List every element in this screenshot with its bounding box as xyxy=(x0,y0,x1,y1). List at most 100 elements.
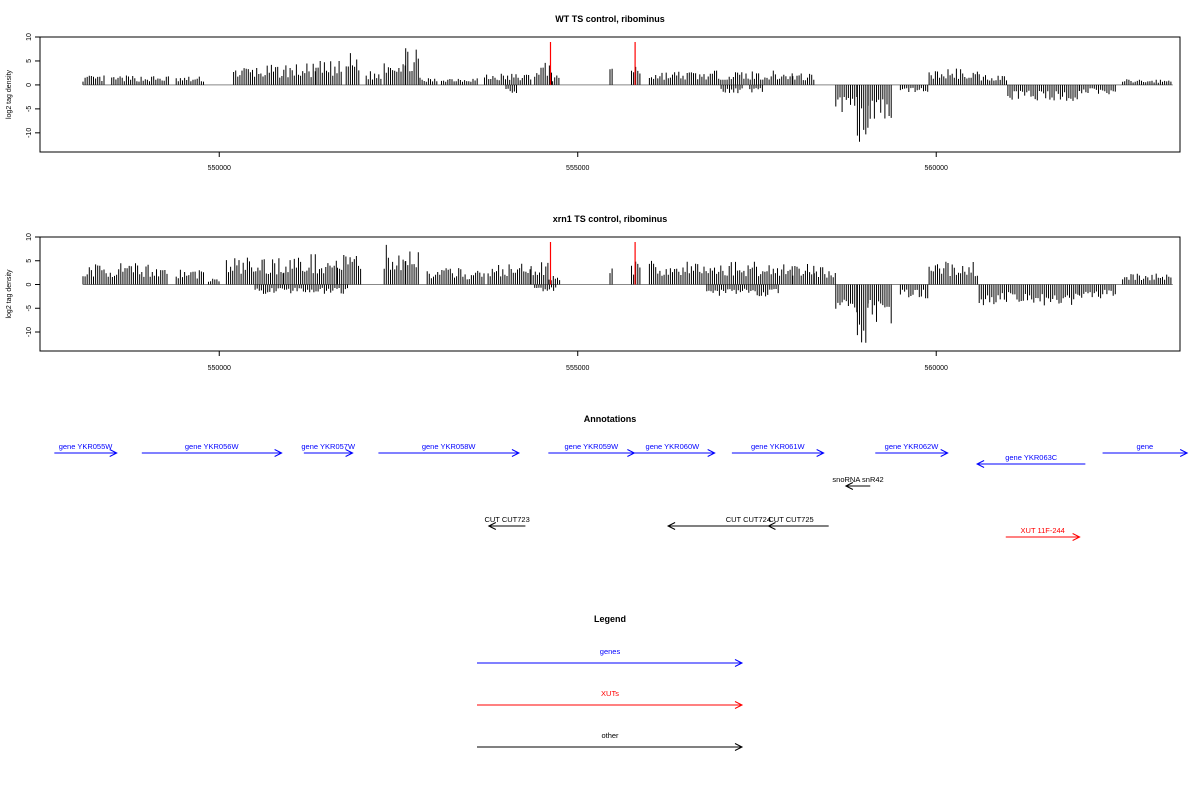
feature-gene-ykr057w-label: gene YKR057W xyxy=(301,442,356,451)
legend-genes-label: genes xyxy=(600,647,621,656)
track1-density-segment-7 xyxy=(365,71,382,85)
track2-y-tick-label: -5 xyxy=(26,305,33,311)
track1-density-segment-11 xyxy=(441,78,478,85)
track2-density-segment-1 xyxy=(175,269,204,285)
track2-density-segment-5 xyxy=(337,255,362,285)
track2-density-segment-21 xyxy=(835,284,858,313)
track2-density-segment-2 xyxy=(208,278,220,285)
track1-density-segment-9 xyxy=(405,48,419,85)
track1-density-segment-28 xyxy=(1007,84,1080,101)
track2-density-segment-16 xyxy=(631,261,641,285)
track2-density-segment-28 xyxy=(1122,273,1172,285)
track1-density-segment-16 xyxy=(609,68,613,85)
annotations-title: Annotations xyxy=(584,414,637,424)
track2-density-segment-23 xyxy=(867,284,892,324)
track1-density-segment-21 xyxy=(792,73,815,85)
feature-xut-11f-244-label: XUT 11F-244 xyxy=(1021,526,1065,535)
feature-gene-arrowhead xyxy=(1179,449,1189,457)
track1-y-tick-label: 5 xyxy=(26,59,33,63)
track2-density-segment-12 xyxy=(530,262,549,285)
legend-other-arrowhead xyxy=(734,743,744,751)
feature-gene-ykr061w-label: gene YKR061W xyxy=(751,442,806,451)
feature-gene-ykr060w-arrowhead xyxy=(707,449,716,457)
track2-x-tick-label: 555000 xyxy=(566,365,589,372)
feature-gene-label: gene xyxy=(1137,442,1154,451)
legend-other-label: other xyxy=(601,731,619,740)
track1-density-segment-1 xyxy=(111,75,169,85)
feature-xut-11f-244-arrowhead xyxy=(1072,533,1081,541)
track1-density-segment-2 xyxy=(175,76,204,85)
track2-density-segment-6 xyxy=(254,284,348,294)
legend-genes-arrowhead xyxy=(734,659,744,667)
track2-density-segment-7 xyxy=(383,244,406,285)
feature-gene-ykr062w-arrowhead xyxy=(940,449,949,457)
track2-frame xyxy=(39,236,1181,352)
track1-density-segment-14 xyxy=(534,62,552,85)
track1-density-segment-5 xyxy=(315,61,342,85)
track2-density-segment-17 xyxy=(648,260,793,285)
track2-y-axis-label: log2 tag density xyxy=(6,269,13,319)
track1-density-segment-6 xyxy=(345,53,360,85)
track1-density-segment-27 xyxy=(978,74,1007,85)
track1-density-segment-23 xyxy=(856,84,869,142)
feature-snorna-snr42-label: snoRNA snR42 xyxy=(832,475,883,484)
track2-density-segment-0 xyxy=(82,263,168,285)
feature-gene-ykr056w-label: gene YKR056W xyxy=(185,442,240,451)
track2-density-segment-9 xyxy=(426,268,464,285)
feature-cut-cut723-arrowhead xyxy=(487,522,497,530)
track1-y-tick-label: -10 xyxy=(26,128,33,138)
track2-density-segment-22 xyxy=(856,284,869,343)
track1-title: WT TS control, ribominus xyxy=(555,14,665,24)
legend-title: Legend xyxy=(594,614,626,624)
track2-density-segment-15 xyxy=(609,268,613,285)
track1-density-segment-17 xyxy=(631,66,641,85)
track1-density-segment-22 xyxy=(835,84,858,112)
track1-density-segment-30 xyxy=(1122,79,1172,85)
track1-y-tick-label: 0 xyxy=(26,83,33,87)
feature-cut-cut723-label: CUT CUT723 xyxy=(484,515,529,524)
feature-gene-ykr063c-label: gene YKR063C xyxy=(1005,453,1058,462)
track1-density-segment-8 xyxy=(383,63,406,85)
track2-density-segment-11 xyxy=(487,263,531,285)
track2-x-tick-label: 560000 xyxy=(925,365,948,372)
track1-density-segment-10 xyxy=(419,77,438,85)
feature-gene-ykr055w-label: gene YKR055W xyxy=(59,442,114,451)
track2-density-segment-26 xyxy=(978,284,1079,306)
feature-gene-ykr057w-arrowhead xyxy=(345,449,354,457)
track2-density-segment-14 xyxy=(534,284,557,292)
track2-density-segment-10 xyxy=(462,270,485,285)
track2-density-segment-24 xyxy=(899,284,929,299)
feature-gene-ykr063c-arrowhead xyxy=(975,460,985,468)
track2-x-tick-label: 550000 xyxy=(208,365,231,372)
legend-xuts-arrowhead xyxy=(734,701,744,709)
feature-gene-ykr055w-arrowhead xyxy=(109,449,118,457)
track1-y-tick-label: 10 xyxy=(26,33,33,41)
track2-density-segment-13 xyxy=(548,276,561,285)
feature-snorna-snr42-arrowhead xyxy=(844,482,854,490)
track1-y-tick-label: -5 xyxy=(26,106,33,112)
track2-y-tick-label: 10 xyxy=(26,233,33,241)
track1-density-segment-12 xyxy=(484,73,532,85)
track2-density-segment-25 xyxy=(928,261,978,285)
track1-x-tick-label: 555000 xyxy=(566,165,589,172)
feature-cut-cut725-arrowhead xyxy=(767,522,776,530)
track1-density-segment-13 xyxy=(505,84,517,93)
track2-y-tick-label: 0 xyxy=(26,282,33,286)
track1-density-segment-4 xyxy=(283,63,316,85)
track2-y-tick-label: -10 xyxy=(26,327,33,337)
track1-frame xyxy=(39,36,1181,153)
feature-gene-ykr056w-arrowhead xyxy=(274,449,283,457)
legend-xuts-label: XUTs xyxy=(601,689,619,698)
track2-density-segment-3 xyxy=(225,257,284,285)
track1-y-axis-label: log2 tag density xyxy=(6,69,13,119)
track1-density-segment-19 xyxy=(720,84,743,94)
track2-density-segment-8 xyxy=(405,251,419,285)
track2-title: xrn1 TS control, ribominus xyxy=(553,214,668,224)
track1-density-segment-29 xyxy=(1079,84,1116,95)
feature-gene-ykr061w-arrowhead xyxy=(816,449,825,457)
feature-cut-cut724-label: CUT CUT724 xyxy=(726,515,771,524)
track2-density-segment-20 xyxy=(813,267,836,285)
feature-gene-ykr058w-label: gene YKR058W xyxy=(422,442,477,451)
